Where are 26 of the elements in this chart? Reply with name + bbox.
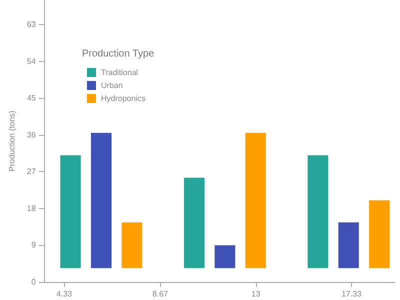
bar	[369, 200, 390, 268]
x-tick-label: 8.67	[152, 290, 169, 298]
y-tick-label: 36	[26, 130, 36, 140]
y-tick-label: 27	[26, 167, 36, 176]
y-tick-label: 54	[26, 56, 36, 66]
y-tick-label: 0	[31, 278, 36, 286]
y-axis-title: Production (tons)	[8, 110, 16, 172]
x-tick-label: 4.33	[56, 290, 73, 298]
legend-title: Production Type	[82, 48, 155, 60]
bar	[184, 178, 204, 268]
bar	[122, 222, 142, 268]
bar	[60, 155, 81, 268]
bar	[338, 222, 359, 268]
x-tick-label: 17.33	[341, 290, 362, 298]
bar	[90, 132, 112, 268]
legend-label: Traditional	[101, 68, 138, 77]
bar	[214, 245, 236, 268]
y-tick-label: 18	[26, 204, 36, 213]
y-tick-label: 9	[31, 240, 36, 250]
bar	[308, 155, 328, 268]
y-tick-label: 63	[26, 20, 36, 30]
legend-label: Urban	[101, 81, 123, 90]
x-tick-label: 13	[251, 290, 261, 298]
bar	[245, 132, 266, 268]
y-tick-label: 45	[26, 94, 36, 103]
legend-label: Hydroponics	[101, 94, 146, 103]
